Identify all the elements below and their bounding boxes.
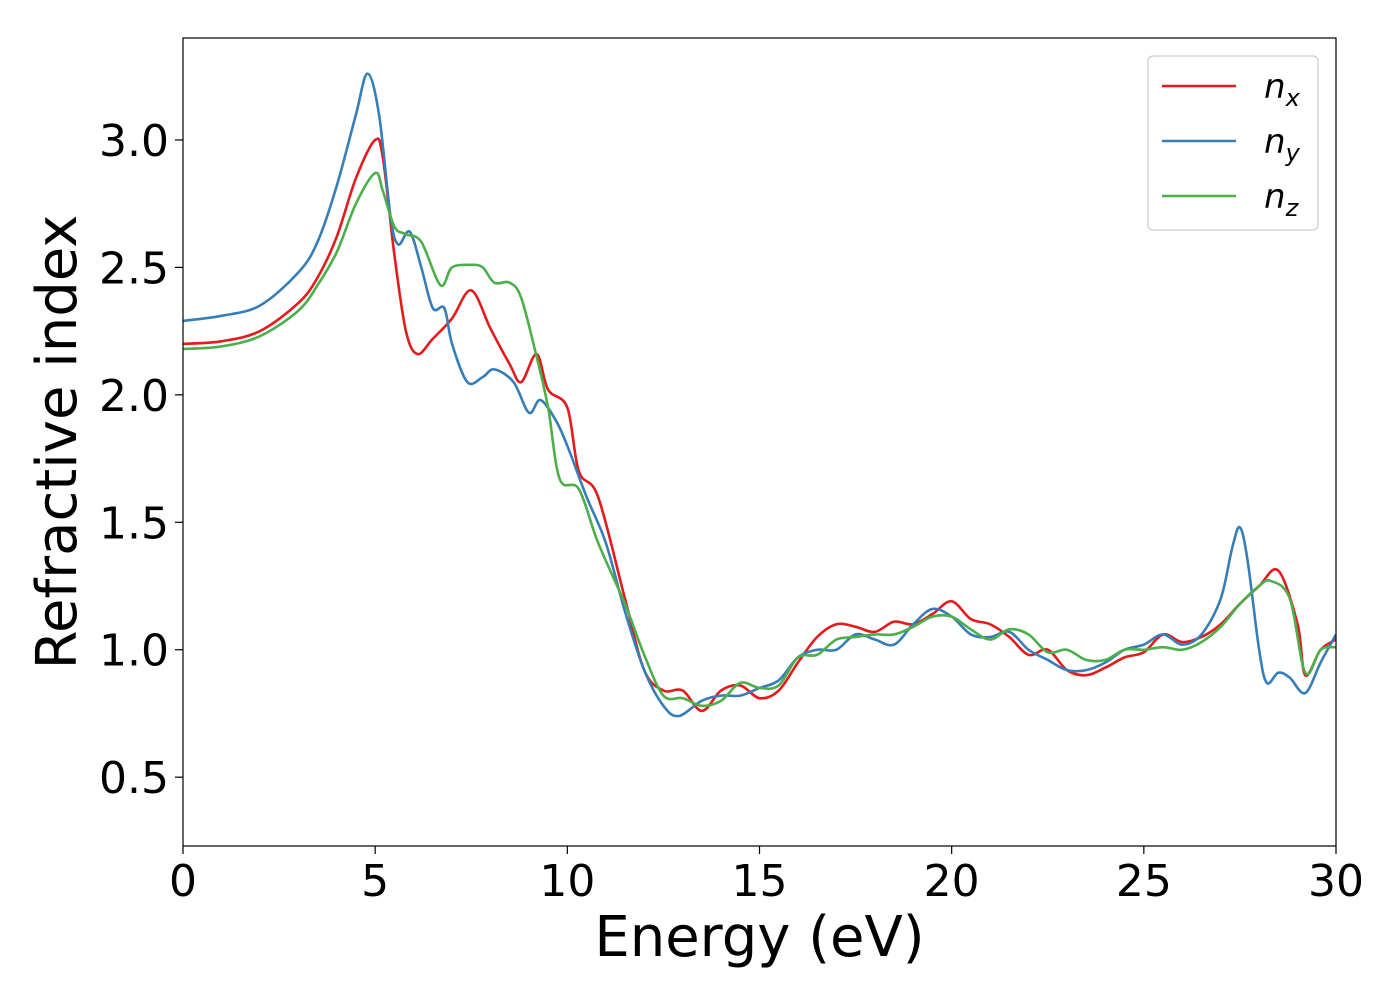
x-axis-label: Energy (eV) — [594, 905, 924, 970]
legend-label-nx: nx — [1264, 67, 1301, 112]
series-line-nx — [183, 137, 1336, 713]
legend-label-nz: nz — [1264, 177, 1300, 222]
y-tick-label: 2.5 — [99, 243, 169, 294]
legend-label-subscript: y — [1285, 139, 1301, 167]
x-tick-label: 30 — [1308, 856, 1364, 907]
y-axis-label: Refractive index — [25, 215, 90, 670]
series-line-ny — [183, 72, 1336, 718]
legend-box — [1147, 55, 1319, 231]
x-tick-label: 15 — [732, 856, 788, 907]
y-tick-label: 2.0 — [99, 371, 169, 422]
legend-label-main: n — [1264, 67, 1286, 107]
legend-label-subscript: z — [1285, 194, 1300, 222]
legend-label-main: n — [1264, 177, 1286, 217]
x-tick-label: 5 — [361, 856, 389, 907]
x-tick-label: 20 — [924, 856, 980, 907]
legend-label-subscript: x — [1285, 84, 1301, 112]
y-tick-label: 0.5 — [99, 753, 169, 804]
y-tick-label: 3.0 — [99, 116, 169, 167]
y-tick-label: 1.0 — [99, 626, 169, 677]
x-tick-label: 10 — [539, 856, 595, 907]
series-layer — [183, 72, 1336, 718]
y-tick-label: 1.5 — [99, 498, 169, 549]
legend-label-main: n — [1264, 122, 1286, 162]
series-line-nz — [183, 171, 1336, 708]
x-tick-label: 0 — [169, 856, 197, 907]
legend-label-ny: ny — [1264, 122, 1301, 167]
x-axis-ticks: 0 5 10 15 20 25 30 — [169, 846, 1364, 907]
y-axis-ticks: 0.5 1.0 1.5 2.0 2.5 3.0 — [99, 116, 183, 804]
x-tick-label: 25 — [1116, 856, 1172, 907]
